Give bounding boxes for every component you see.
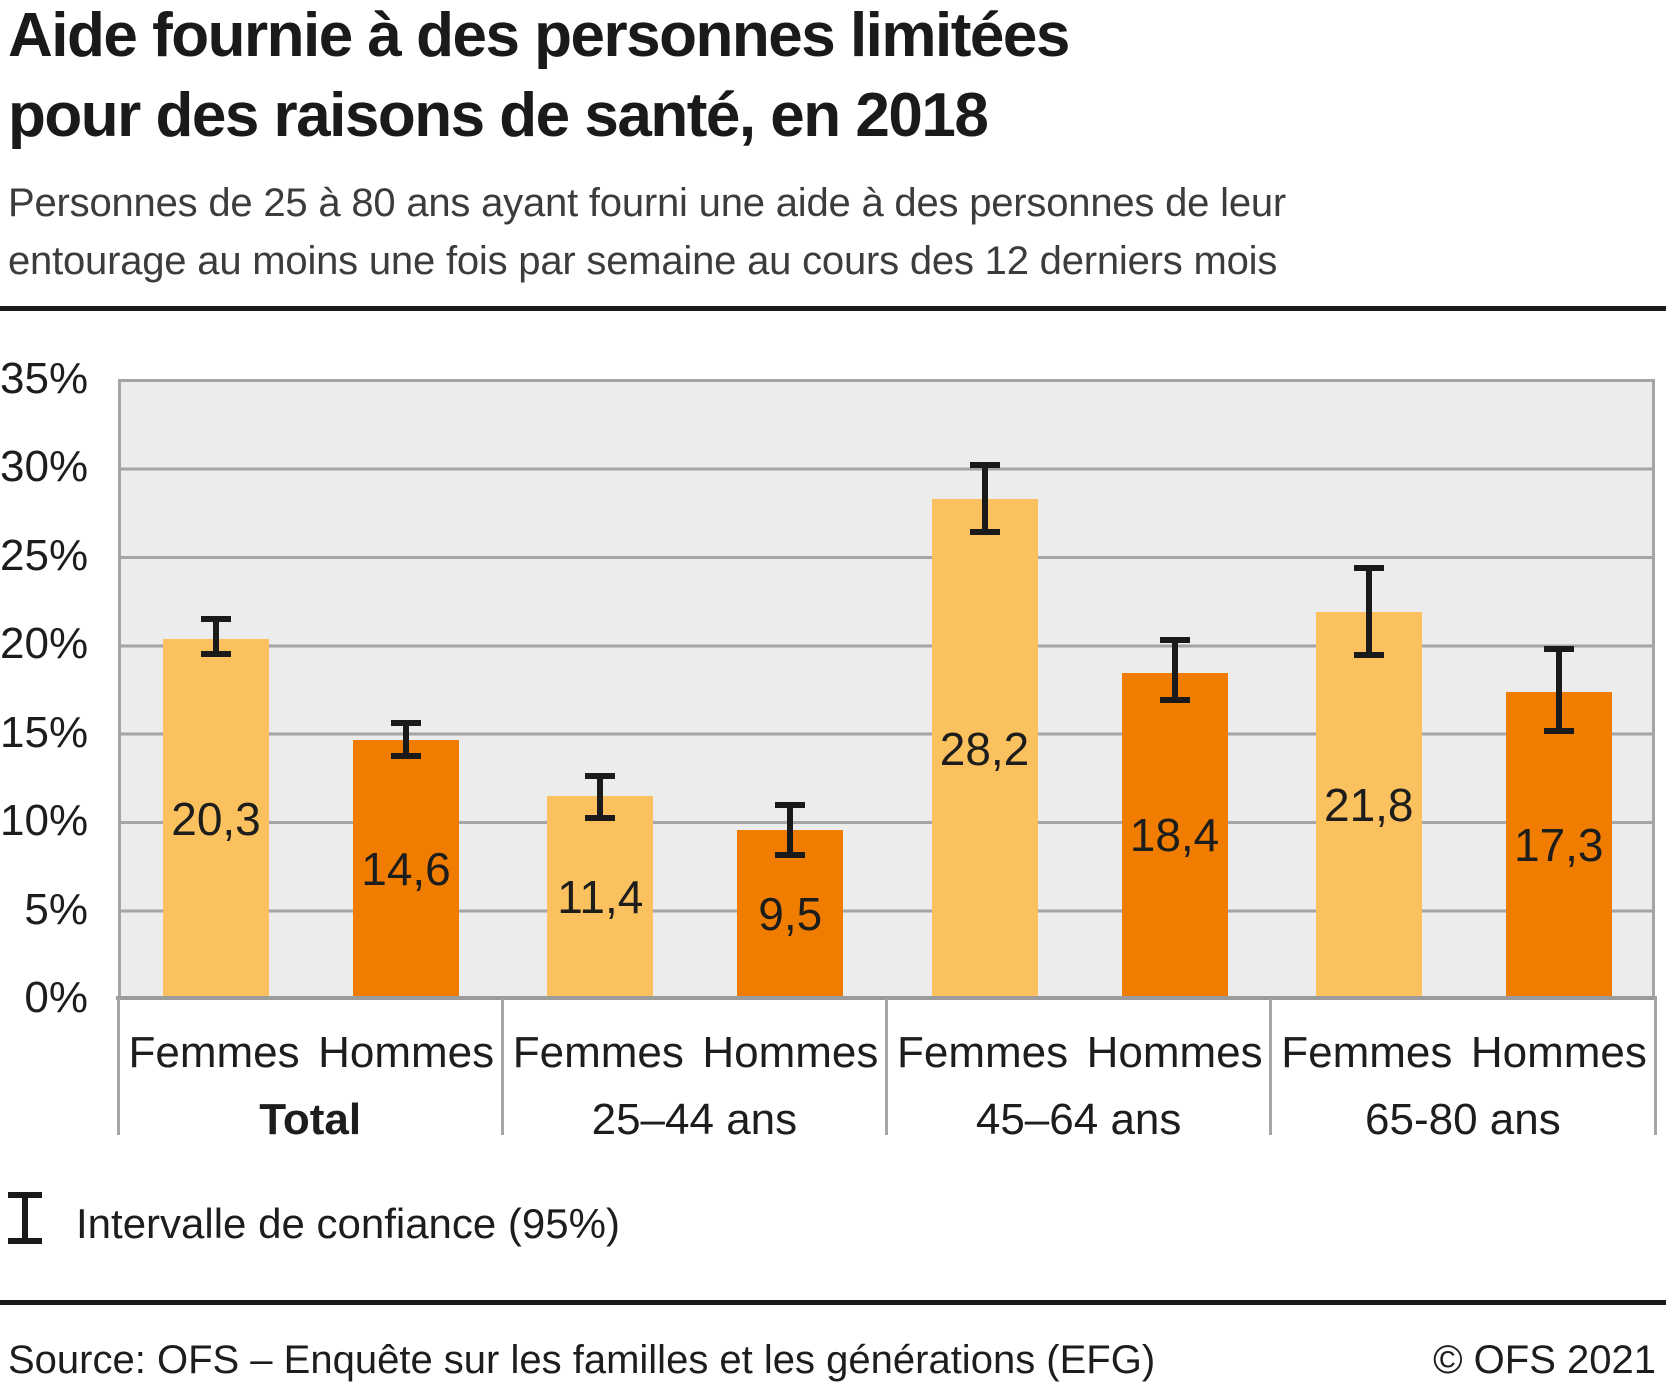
x-label-hommes: Hommes — [702, 1028, 879, 1077]
bar-value-label: 17,3 — [1513, 819, 1604, 872]
header-divider — [0, 306, 1666, 311]
confidence-interval-bar — [597, 773, 604, 822]
bar-hommes-45-64 — [1121, 672, 1228, 998]
ci-cap-bottom — [1353, 652, 1384, 659]
ci-cap-top — [201, 616, 231, 622]
ci-cap-bottom — [201, 650, 231, 657]
chart-subtitle: Personnes de 25 à 80 ans ayant fourni un… — [8, 174, 1286, 290]
ci-cap-bottom — [1159, 696, 1190, 703]
x-label-hommes: Hommes — [1086, 1028, 1263, 1077]
y-tick-label: 15% — [0, 707, 89, 757]
y-tick-label: 25% — [0, 530, 89, 580]
y-tick-label: 10% — [0, 796, 89, 846]
y-tick-label: 0% — [24, 973, 88, 1022]
confidence-interval-bar — [787, 801, 794, 859]
ci-cap-top — [775, 801, 806, 808]
ci-cap-top — [969, 462, 1000, 469]
confidence-interval-bar — [1365, 564, 1372, 659]
confidence-interval-bar — [403, 720, 409, 760]
title-line-1: Aide fournie à des personnes limitées — [8, 1, 1070, 70]
category-separator — [116, 998, 120, 1135]
bar-hommes-65-80 — [1505, 692, 1612, 998]
x-label-femmes: Femmes — [128, 1028, 300, 1077]
bar-femmes-25-44 — [547, 796, 654, 998]
group-label-25-44: 25–44 ans — [591, 1095, 798, 1144]
category-separator — [1269, 998, 1273, 1135]
bar-group-45-64: 28,2 18,4 — [887, 379, 1271, 998]
y-tick-label: 20% — [0, 619, 89, 669]
bar-value-label: 11,4 — [557, 871, 644, 924]
plot-right-border — [1652, 379, 1655, 998]
copyright-text: © OFS 2021 — [1433, 1338, 1656, 1382]
title-line-2: pour des raisons de santé, en 2018 — [8, 81, 989, 150]
bar-value-label: 28,2 — [939, 722, 1030, 775]
bar-value-label: 21,8 — [1323, 779, 1414, 832]
subtitle-line-1: Personnes de 25 à 80 ans ayant fourni un… — [8, 181, 1287, 225]
y-tick-label: 5% — [24, 884, 88, 934]
group-label-65-80: 65-80 ans — [1365, 1095, 1561, 1144]
subtitle-line-2: entourage au moins une fois par semaine … — [8, 239, 1278, 283]
error-bar-icon — [8, 1192, 42, 1244]
x-label-femmes: Femmes — [1281, 1028, 1453, 1077]
x-label-hommes: Hommes — [1470, 1028, 1647, 1077]
y-tick-label: 35% — [0, 354, 89, 403]
bar-group-65-80: 21,8 17,3 — [1271, 379, 1655, 998]
group-label-45-64: 45–64 ans — [975, 1095, 1182, 1144]
legend-label: Intervalle de confiance (95%) — [76, 1200, 620, 1247]
bar-femmes-45-64 — [931, 499, 1038, 998]
category-separator — [1653, 998, 1657, 1135]
bar-hommes-total — [353, 739, 459, 998]
bar-femmes-total — [163, 638, 269, 998]
page-title: Aide fournie à des personnes limitées po… — [8, 0, 1070, 156]
ci-cap-bottom — [969, 528, 1000, 535]
x-label-hommes: Hommes — [318, 1028, 495, 1077]
bar-group-25-44: 11,4 9,5 — [502, 379, 886, 998]
bar-value-label: 20,3 — [171, 792, 261, 845]
group-label-total: Total — [259, 1095, 362, 1144]
confidence-interval-bar — [1171, 637, 1178, 703]
confidence-interval-bar — [213, 616, 219, 657]
ci-cap-top — [1543, 646, 1574, 653]
y-tick-label: 30% — [0, 442, 89, 492]
ci-cap-top — [1353, 564, 1384, 571]
bar-group-total: 20,3 14,6 — [118, 379, 502, 998]
x-label-femmes: Femmes — [896, 1028, 1069, 1077]
x-label-femmes: Femmes — [512, 1028, 684, 1077]
footer-divider — [0, 1300, 1666, 1305]
ci-cap-bottom — [391, 753, 421, 760]
bar-value-label: 14,6 — [361, 842, 451, 895]
bar-value-label: 18,4 — [1129, 809, 1220, 862]
ci-cap-top — [585, 773, 616, 780]
category-separator — [885, 998, 888, 1135]
ci-cap-bottom — [585, 815, 616, 822]
category-separator — [500, 998, 504, 1135]
ci-cap-bottom — [775, 852, 806, 859]
bar-femmes-65-80 — [1315, 612, 1422, 998]
ci-cap-top — [1159, 637, 1190, 644]
ci-cap-bottom — [1543, 728, 1574, 735]
confidence-interval-bar — [981, 462, 988, 535]
source-text: Source: OFS – Enquête sur les familles e… — [8, 1338, 1156, 1382]
ci-cap-top — [391, 720, 421, 727]
bar-value-label: 9,5 — [758, 888, 823, 940]
confidence-interval-bar — [1555, 646, 1562, 735]
plot-left-border — [118, 379, 121, 998]
